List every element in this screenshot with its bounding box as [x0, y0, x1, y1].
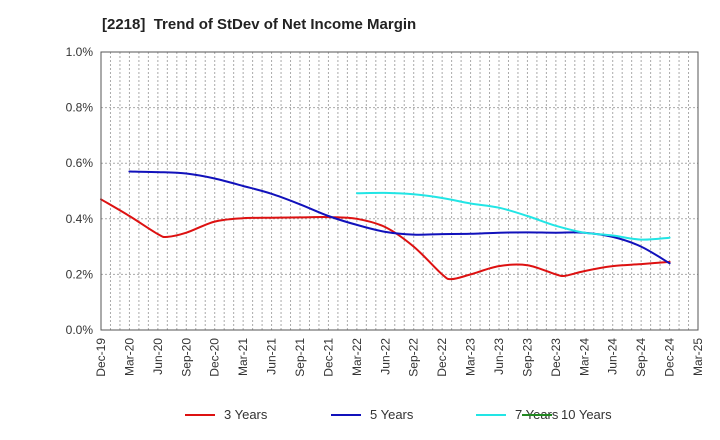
series-line-3-years [100, 198, 671, 281]
x-tick-label: Dec-20 [208, 338, 222, 377]
series-line-7-years [355, 191, 671, 241]
x-tick-label: Mar-25 [691, 338, 705, 376]
x-tick-label: Dec-23 [549, 338, 563, 377]
x-axis-ticks: Dec-19 Mar-20 Jun-20 Sep-20 Dec-20 Mar-21 Jun-… [94, 338, 705, 377]
x-tick-label: Dec-21 [321, 338, 335, 377]
x-tick-label: Mar-24 [577, 338, 591, 376]
x-tick-label: Dec-19 [94, 338, 108, 377]
legend-label-10-years: 10 Years [561, 407, 612, 422]
legend-label-5-years: 5 Years [370, 407, 414, 422]
x-tick-label: Mar-21 [236, 338, 250, 376]
x-tick-label: Dec-22 [435, 338, 449, 377]
x-tick-label: Jun-24 [606, 338, 620, 375]
x-tick-label: Mar-23 [464, 338, 478, 376]
x-tick-label: Sep-20 [179, 338, 193, 377]
x-tick-label: Sep-24 [634, 338, 648, 377]
x-tick-label: Sep-22 [407, 338, 421, 377]
x-tick-label: Dec-24 [663, 338, 677, 377]
y-axis-ticks: 0.0% 0.2% 0.4% 0.6% 0.8% 1.0% [66, 45, 94, 337]
y-tick-label: 1.0% [66, 45, 94, 59]
x-tick-label: Mar-22 [350, 338, 364, 376]
y-tick-label: 0.2% [66, 267, 94, 281]
plot-frame [100, 51, 699, 331]
x-tick-label: Sep-21 [293, 338, 307, 377]
y-tick-label: 0.8% [66, 101, 94, 115]
x-tick-label: Jun-22 [378, 338, 392, 375]
x-tick-label: Jun-21 [265, 338, 279, 375]
x-tick-label: Jun-20 [151, 338, 165, 375]
x-tick-label: Mar-20 [122, 338, 136, 376]
legend-label-3-years: 3 Years [224, 407, 268, 422]
legend: 3 Years 5 Years 7 Years 10 Years [185, 407, 612, 422]
y-tick-label: 0.4% [66, 212, 94, 226]
y-tick-label: 0.6% [66, 156, 94, 170]
chart-title: [2218] Trend of StDev of Net Income Marg… [102, 16, 417, 33]
x-tick-label: Jun-23 [492, 338, 506, 375]
plot-area [101, 52, 698, 330]
x-tick-label: Sep-23 [520, 338, 534, 377]
series-lines [100, 170, 671, 281]
y-tick-label: 0.0% [66, 323, 94, 337]
